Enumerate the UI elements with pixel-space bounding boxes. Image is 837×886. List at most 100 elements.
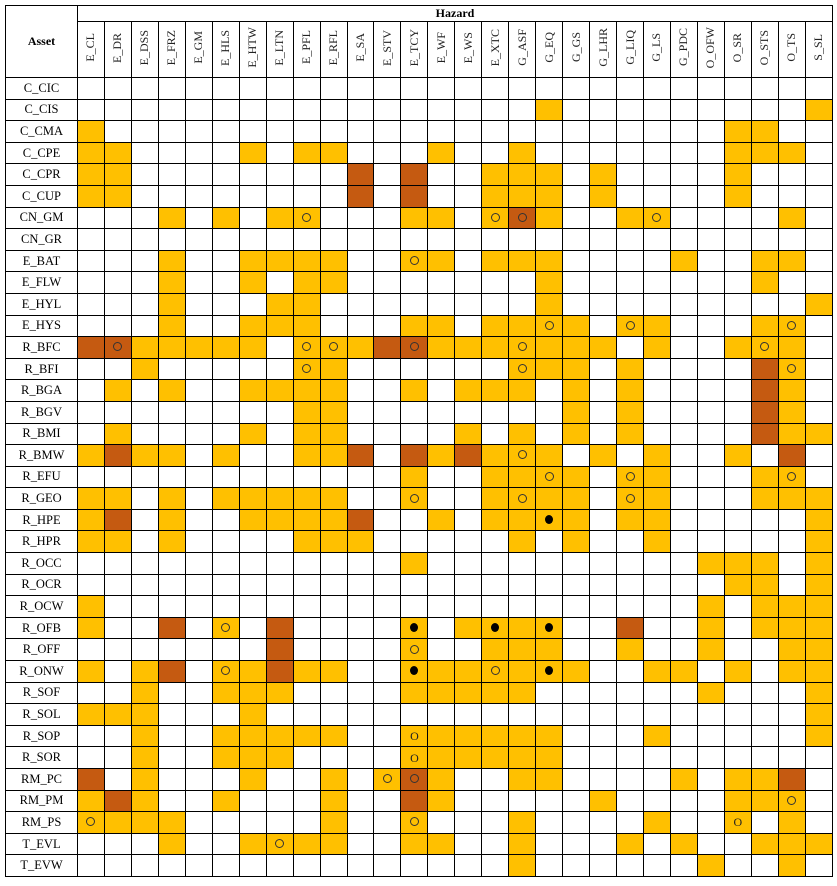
matrix-cell (723, 789, 752, 813)
hazard-label: G_ASF (508, 21, 537, 78)
ring-marker-icon (760, 342, 770, 352)
matrix-cell (130, 789, 159, 813)
ring-marker-icon (625, 320, 635, 330)
asset-label: E_FLW (5, 271, 78, 294)
matrix-cell (535, 616, 564, 640)
matrix-cell (319, 768, 348, 791)
hazard-label-text: G_LS (649, 33, 664, 62)
matrix-cell (589, 271, 618, 294)
matrix-cell (77, 854, 105, 877)
matrix-cell (211, 724, 240, 748)
matrix-cell (589, 228, 618, 251)
matrix-cell (669, 660, 698, 683)
matrix-cell (103, 271, 132, 294)
matrix-cell (750, 768, 779, 791)
matrix-cell (130, 530, 159, 554)
matrix-cell (400, 422, 429, 446)
matrix-cell (427, 141, 456, 165)
matrix-cell (184, 379, 213, 402)
matrix-cell (481, 746, 510, 769)
matrix-cell (535, 422, 564, 446)
matrix-cell (750, 616, 779, 640)
asset-label: R_BFC (5, 336, 78, 359)
matrix-cell (750, 660, 779, 683)
table-row: R_SOL (5, 703, 834, 726)
matrix-cell (103, 487, 132, 510)
matrix-cell (373, 120, 402, 143)
matrix-cell (777, 789, 806, 813)
matrix-cell (130, 184, 159, 208)
matrix-cell (238, 120, 267, 143)
matrix-cell (427, 271, 456, 294)
matrix-cell (77, 228, 105, 251)
matrix-cell (211, 638, 240, 662)
matrix-cell (643, 768, 671, 791)
hazard-label-text: G_EQ (541, 32, 556, 63)
matrix-cell (643, 746, 671, 769)
matrix-cell (373, 292, 402, 316)
matrix-cell (346, 508, 375, 532)
matrix-cell (804, 163, 834, 186)
hazard-label: E_STV (373, 21, 402, 78)
matrix-cell (669, 163, 698, 186)
matrix-cell (292, 595, 321, 618)
matrix-cell (265, 573, 294, 597)
matrix-cell (319, 141, 348, 165)
matrix-cell (643, 141, 671, 165)
matrix-cell (157, 854, 186, 877)
matrix-cell (481, 724, 510, 748)
matrix-cell (265, 249, 294, 273)
matrix-cell (777, 508, 806, 532)
matrix-cell (562, 249, 591, 273)
matrix-cell (346, 271, 375, 294)
matrix-cell (77, 660, 105, 683)
matrix-cell (265, 487, 294, 510)
matrix-cell (265, 163, 294, 186)
matrix-cell (643, 530, 671, 554)
matrix-cell (454, 768, 483, 791)
matrix-cell (346, 422, 375, 446)
matrix-cell (508, 249, 537, 273)
matrix-cell (400, 379, 429, 402)
asset-label: C_CPE (5, 141, 78, 165)
matrix-cell (157, 724, 186, 748)
matrix-cell (750, 77, 779, 100)
matrix-cell (508, 530, 537, 554)
matrix-cell (616, 357, 645, 381)
matrix-cell (373, 444, 402, 467)
table-row: R_OFF (5, 638, 834, 662)
matrix-cell (616, 573, 645, 597)
matrix-cell (103, 357, 132, 381)
matrix-cell (508, 77, 537, 100)
matrix-cell (481, 638, 510, 662)
matrix-cell (103, 465, 132, 489)
matrix-cell (535, 768, 564, 791)
matrix-cell (157, 768, 186, 791)
matrix-cell (319, 552, 348, 575)
matrix-cell (292, 141, 321, 165)
matrix-cell (292, 552, 321, 575)
matrix-cell (535, 77, 564, 100)
matrix-cell (616, 98, 645, 122)
matrix-cell (535, 249, 564, 273)
asset-label: R_BGV (5, 400, 78, 424)
matrix-cell (643, 573, 671, 597)
matrix-cell (723, 530, 752, 554)
table-row: E_FLW (5, 271, 834, 294)
ring-marker-icon (625, 471, 635, 481)
matrix-cell (481, 768, 510, 791)
matrix-cell (265, 746, 294, 769)
matrix-cell (265, 228, 294, 251)
matrix-cell (130, 595, 159, 618)
matrix-cell (508, 465, 537, 489)
matrix-cell (319, 487, 348, 510)
hazard-label-text: G_GS (568, 32, 583, 63)
table-row: R_GEO (5, 487, 834, 510)
matrix-cell (77, 487, 105, 510)
matrix-cell (427, 681, 456, 705)
matrix-cell (265, 508, 294, 532)
matrix-cell (454, 638, 483, 662)
matrix-cell (616, 228, 645, 251)
ring-marker-icon (652, 212, 662, 222)
matrix-cell (265, 530, 294, 554)
